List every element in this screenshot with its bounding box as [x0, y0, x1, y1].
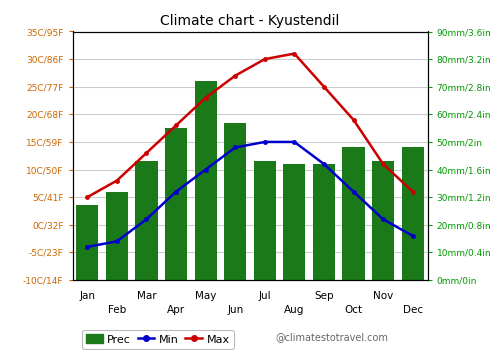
- Text: Mar: Mar: [136, 291, 156, 301]
- Bar: [136, 161, 158, 280]
- Text: Sep: Sep: [314, 291, 334, 301]
- Bar: [402, 147, 424, 280]
- Text: Feb: Feb: [108, 305, 126, 315]
- Text: Nov: Nov: [373, 291, 393, 301]
- Bar: [224, 122, 246, 280]
- Text: @climatestotravel.com: @climatestotravel.com: [275, 332, 388, 342]
- Text: Jan: Jan: [80, 291, 96, 301]
- Bar: [76, 205, 98, 280]
- Bar: [342, 147, 364, 280]
- Text: Jun: Jun: [227, 305, 244, 315]
- Bar: [165, 128, 187, 280]
- Bar: [372, 161, 394, 280]
- Text: Aug: Aug: [284, 305, 304, 315]
- Bar: [254, 161, 276, 280]
- Title: Climate chart - Kyustendil: Climate chart - Kyustendil: [160, 14, 340, 28]
- Bar: [194, 81, 216, 280]
- Bar: [106, 192, 128, 280]
- Legend: Prec, Min, Max: Prec, Min, Max: [82, 330, 234, 349]
- Text: Jul: Jul: [258, 291, 271, 301]
- Text: Apr: Apr: [167, 305, 185, 315]
- Text: Oct: Oct: [344, 305, 362, 315]
- Bar: [284, 164, 306, 280]
- Text: May: May: [195, 291, 216, 301]
- Text: Dec: Dec: [402, 305, 423, 315]
- Bar: [313, 164, 335, 280]
